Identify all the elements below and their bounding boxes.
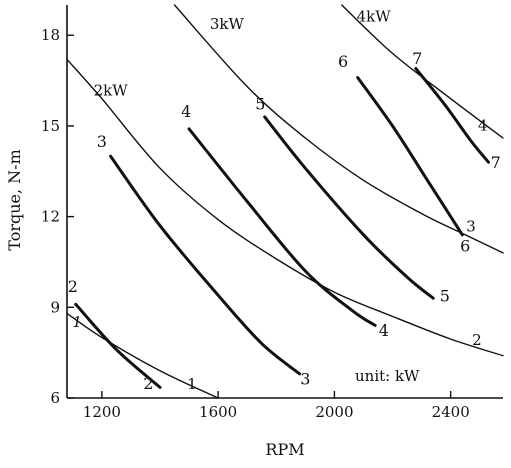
series-curves: [74, 67, 490, 389]
series-label-start: 3: [97, 132, 107, 151]
series-label-start: 4: [181, 102, 191, 121]
unit-annotation: unit: kW: [355, 367, 420, 385]
series-curve-2: [74, 302, 162, 389]
series-label-end: 5: [440, 286, 450, 305]
series-label-end: 2: [143, 374, 153, 393]
series-label-start: 6: [338, 52, 348, 71]
constant-power-label: 2kW: [94, 82, 129, 100]
series-curve-4: [187, 127, 377, 327]
series-label-end: 7: [491, 153, 501, 172]
series-label-end: 3: [300, 369, 310, 388]
series-curve-5: [263, 115, 435, 300]
y-tick-label: 12: [41, 208, 60, 226]
series-curve-7: [414, 67, 490, 164]
series-label-end: 6: [460, 236, 470, 255]
y-tick-label: 18: [41, 26, 60, 44]
constant-power-curves: [66, 4, 504, 399]
constant-power-curve-1kw: [66, 312, 219, 399]
series-label-end: 4: [379, 321, 389, 340]
ticks: [67, 34, 452, 399]
y-axis-title: Torque, N-m: [5, 149, 24, 250]
constant-power-label: 1: [72, 313, 82, 331]
x-axis-title: RPM: [265, 440, 304, 459]
constant-power-label: 3: [466, 218, 476, 236]
series-label-start: 5: [255, 94, 265, 113]
axes: [66, 5, 503, 399]
y-tick-label: 9: [50, 298, 60, 316]
series-curve-6: [356, 76, 464, 237]
constant-power-curve-3kw: [173, 4, 504, 254]
constant-power-curve-2kw: [66, 58, 504, 357]
y-tick-label: 6: [50, 389, 60, 407]
series-label-start: 2: [68, 277, 78, 296]
labels: 1200 1600 2000 2400 6 9 12 15 18 1 1 2kW 2 3kW 3 4kW 4 2 2…: [41, 8, 501, 421]
constant-power-label: 4: [478, 116, 488, 134]
constant-power-label: 2: [472, 331, 482, 349]
x-tick-label: 2000: [315, 403, 353, 421]
constant-power-label: 4kW: [357, 8, 392, 26]
series-label-start: 7: [412, 49, 422, 68]
constant-power-label: 1: [187, 375, 197, 393]
x-tick-label: 2400: [432, 403, 470, 421]
x-tick-label: 1600: [199, 403, 237, 421]
series-curve-3: [109, 154, 301, 376]
x-tick-label: 1200: [83, 403, 121, 421]
constant-power-label: 3kW: [210, 15, 245, 33]
y-tick-label: 15: [41, 117, 60, 135]
